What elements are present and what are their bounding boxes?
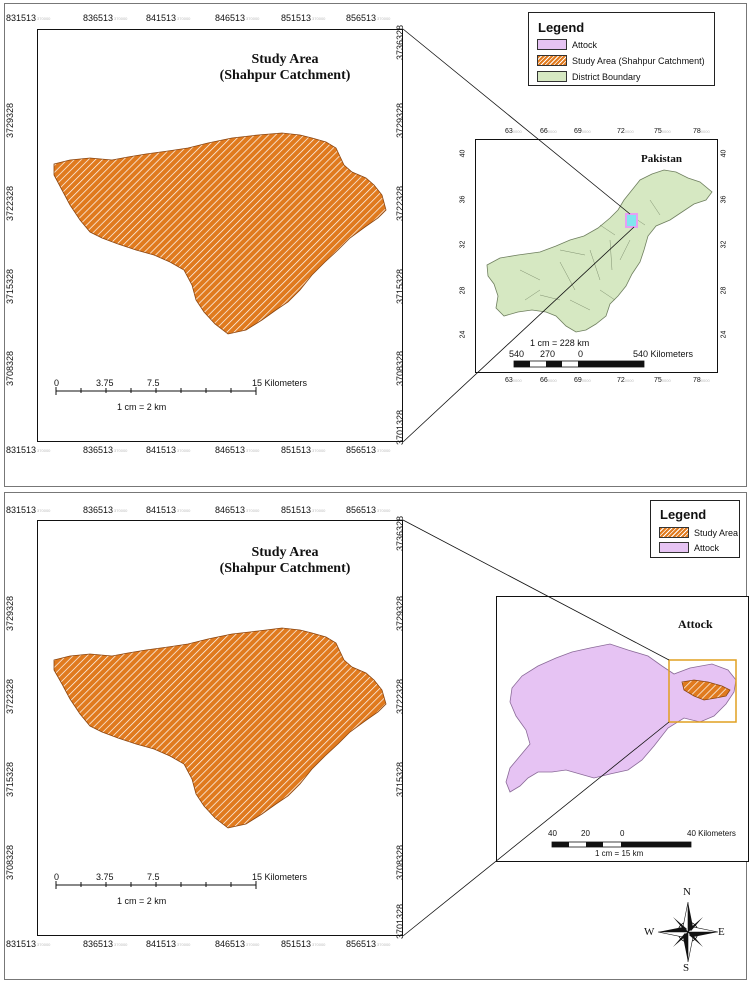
legend-item-attock: Attock [659,542,719,553]
x-tick: 831513370000 [6,445,51,455]
bottom-scale-label-0: 0 [54,872,60,882]
study-area-locator-box [668,659,737,723]
lon-tick: 630000 [505,377,522,384]
pakistan-scale-text: 1 cm = 228 km [530,338,590,348]
study-area-swatch [659,527,689,538]
lon-tick: 660000 [540,128,557,135]
lon-tick: 630000 [505,128,522,135]
district-swatch [537,71,567,82]
x-tick: 856513370000 [346,445,391,455]
bottom-scale-bar [55,881,257,889]
compass-w: W [644,926,655,938]
x-tick: 851513370000 [281,505,326,515]
legend-item-attock: Attock [537,39,597,50]
compass-s: S [683,962,690,974]
title-line-2: (Shahpur Catchment) [219,561,351,576]
top-scale-label-1: 3.75 [96,378,114,388]
lon-tick: 780000 [693,128,710,135]
attock-scale-label-3: 40 Kilometers [687,829,736,838]
lon-tick: 780000 [693,377,710,384]
attock-map-title: Attock [678,617,713,631]
lon-tick: 690000 [574,128,591,135]
x-tick: 841513370000 [146,505,191,515]
bottom-legend: Legend Study Area Attock [650,500,740,558]
pakistan-scale-label-0: 540 [509,349,525,359]
title-line-1: Study Area [251,52,319,67]
x-tick: 836513370000 [83,505,128,515]
title-line-1: Study Area [251,545,319,560]
x-tick: 846513370000 [215,445,260,455]
compass-e: E [718,926,725,938]
top-scale-text: 1 cm = 2 km [117,402,167,412]
lon-tick: 750000 [654,128,671,135]
top-study-area-title: Study Area (Shahpur Catchment) [210,52,360,84]
x-tick: 856513370000 [346,505,391,515]
bottom-study-area-title: Study Area (Shahpur Catchment) [210,545,360,577]
top-legend: Legend Attock Study Area (Shahpur Catchm… [528,12,715,86]
legend-title: Legend [538,20,585,35]
attock-scale-text: 1 cm = 15 km [595,849,644,858]
x-tick: 851513370000 [281,939,326,949]
attock-scale-label-0: 40 [548,829,557,838]
study-area-swatch [537,55,567,66]
lon-tick: 690000 [574,377,591,384]
x-tick: 856513370000 [346,13,391,23]
pakistan-scale-label-3: 540 Kilometers [633,349,694,359]
x-tick: 851513370000 [281,445,326,455]
x-tick: 841513370000 [146,445,191,455]
top-scale-label-2: 7.5 [147,378,160,388]
legend-item-study-area: Study Area [659,527,738,538]
x-tick: 846513370000 [215,505,260,515]
compass-n: N [683,886,691,898]
lon-tick: 660000 [540,377,557,384]
bottom-scale-label-3: 15 Kilometers [252,872,308,882]
legend-title: Legend [660,507,707,522]
title-line-2: (Shahpur Catchment) [219,68,351,83]
x-tick: 856513370000 [346,939,391,949]
attock-swatch [659,542,689,553]
x-tick: 841513370000 [146,939,191,949]
x-tick: 831513370000 [6,939,51,949]
x-tick: 831513370000 [6,505,51,515]
x-tick: 836513370000 [83,13,128,23]
pakistan-scale-label-2: 0 [578,349,584,359]
bottom-scale-label-2: 7.5 [147,872,160,882]
bottom-scale-label-1: 3.75 [96,872,114,882]
lon-tick: 750000 [654,377,671,384]
top-scale-bar [55,387,257,395]
x-tick: 836513370000 [83,445,128,455]
top-scale-label-3: 15 Kilometers [252,378,308,388]
bottom-scale-text: 1 cm = 2 km [117,896,167,906]
x-tick: 846513370000 [215,939,260,949]
lon-tick: 720000 [617,128,634,135]
x-tick: 836513370000 [83,939,128,949]
attock-highlight-box [625,213,638,228]
x-tick: 851513370000 [281,13,326,23]
legend-item-district-boundary: District Boundary [537,71,641,82]
x-tick: 841513370000 [146,13,191,23]
pakistan-scale-bar [513,360,645,368]
pakistan-scale-label-1: 270 [540,349,556,359]
attock-swatch [537,39,567,50]
compass-rose-icon [657,901,719,963]
pakistan-map-title: Pakistan [641,153,682,165]
x-tick: 831513370000 [6,13,51,23]
legend-item-study-area: Study Area (Shahpur Catchment) [537,55,705,66]
attock-scale-label-2: 0 [620,829,625,838]
attock-scale-label-1: 20 [581,829,590,838]
x-tick: 846513370000 [215,13,260,23]
north-arrow: N S E W [644,886,725,974]
attock-scale-bar [551,841,692,848]
lon-tick: 720000 [617,377,634,384]
top-scale-label-0: 0 [54,378,60,388]
